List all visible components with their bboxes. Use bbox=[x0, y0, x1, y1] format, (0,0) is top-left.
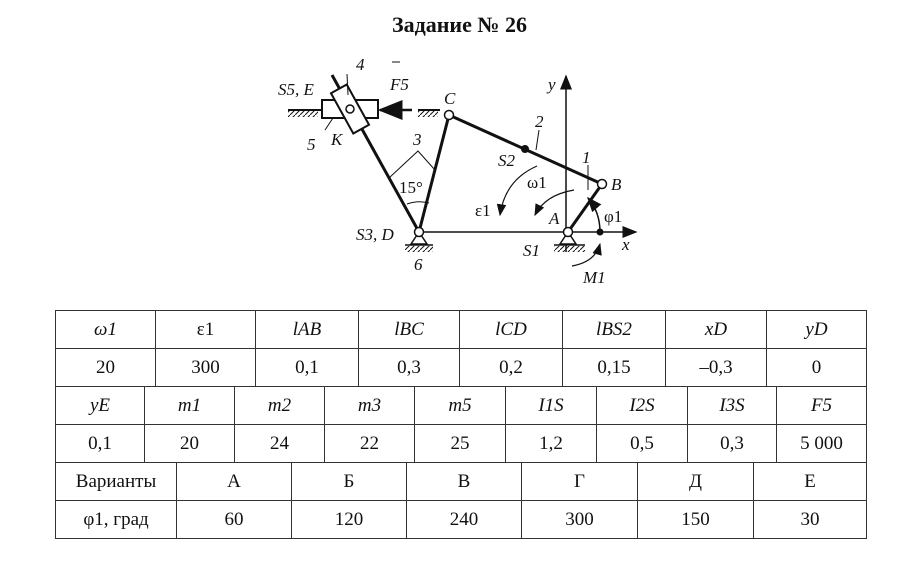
variant-header: Г bbox=[521, 462, 638, 501]
label-A: A bbox=[548, 209, 560, 228]
header-omega1: ω1 bbox=[55, 310, 156, 349]
phi1-label: φ1, град bbox=[55, 500, 177, 539]
label-S5E: S5, E bbox=[278, 80, 315, 99]
link-3-CD bbox=[417, 114, 451, 233]
value-cell: 0,2 bbox=[459, 348, 563, 387]
label-5: 5 bbox=[307, 135, 316, 154]
value-cell: 300 bbox=[155, 348, 256, 387]
label-2: 2 bbox=[535, 112, 544, 131]
value-cell: 300 bbox=[521, 500, 638, 539]
header-lAB: lAB bbox=[255, 310, 359, 349]
header-yD: yD bbox=[766, 310, 867, 349]
label-angle: 15° bbox=[399, 178, 423, 197]
phi1-arc-arrow bbox=[587, 196, 602, 233]
value-cell: 30 bbox=[753, 500, 867, 539]
M1-arrow bbox=[571, 242, 602, 267]
label-F5: F5 bbox=[389, 75, 409, 94]
joint-A bbox=[562, 226, 574, 238]
label-C: C bbox=[444, 89, 456, 108]
header-epsilon1: ε1 bbox=[155, 310, 256, 349]
header-xD: xD bbox=[665, 310, 767, 349]
variant-header: Д bbox=[637, 462, 754, 501]
header-m1: m1 bbox=[144, 386, 235, 425]
link-1-AB bbox=[566, 183, 604, 233]
value-cell: 60 bbox=[176, 500, 292, 539]
label-S1: S1 bbox=[523, 241, 540, 260]
value-cell: 240 bbox=[406, 500, 522, 539]
value-cell: 5 000 bbox=[776, 424, 867, 463]
label-B: B bbox=[611, 175, 622, 194]
epsilon1-arrow bbox=[496, 165, 538, 217]
parameters-table-2: yE m1 m2 m3 m5 I1S I2S I3S F5 0,1 20 24 … bbox=[55, 386, 867, 463]
value-cell: 1,2 bbox=[505, 424, 597, 463]
header-lCD: lCD bbox=[459, 310, 563, 349]
value-cell: 25 bbox=[414, 424, 506, 463]
header-I2S: I2S bbox=[596, 386, 688, 425]
header-lBC: lBC bbox=[358, 310, 460, 349]
value-cell: 22 bbox=[324, 424, 415, 463]
value-cell: 0,3 bbox=[358, 348, 460, 387]
parameters-table-1: ω1 ε1 lAB lBC lCD lBS2 xD yD 20 300 0,1 … bbox=[55, 310, 867, 387]
value-cell: 20 bbox=[144, 424, 235, 463]
support-A bbox=[558, 230, 578, 245]
value-cell: 0 bbox=[766, 348, 867, 387]
header-I3S: I3S bbox=[687, 386, 777, 425]
header-m5: m5 bbox=[414, 386, 506, 425]
header-F5: F5 bbox=[776, 386, 867, 425]
value-cell: 0,1 bbox=[55, 424, 145, 463]
value-cell: 0,1 bbox=[255, 348, 359, 387]
variant-header: Е bbox=[753, 462, 867, 501]
label-K: K bbox=[330, 130, 344, 149]
value-cell: 20 bbox=[55, 348, 156, 387]
label-epsilon1: ε1 bbox=[475, 201, 491, 220]
joint-B bbox=[596, 178, 608, 190]
value-cell: –0,3 bbox=[665, 348, 767, 387]
label-1: 1 bbox=[582, 148, 591, 167]
variant-header: В bbox=[406, 462, 522, 501]
variant-header: А bbox=[176, 462, 292, 501]
header-I1S: I1S bbox=[505, 386, 597, 425]
header-m2: m2 bbox=[234, 386, 325, 425]
value-cell: 0,3 bbox=[687, 424, 777, 463]
omega1-arrow bbox=[534, 189, 575, 217]
point-S2 bbox=[521, 145, 529, 153]
support-D bbox=[409, 230, 429, 245]
variant-header: Б bbox=[291, 462, 407, 501]
header-m3: m3 bbox=[324, 386, 415, 425]
variants-label: Варианты bbox=[55, 462, 177, 501]
header-lBS2: lBS2 bbox=[562, 310, 666, 349]
variants-table: Варианты А Б В Г Д Е φ1, град 60 120 240… bbox=[55, 462, 867, 539]
value-cell: 24 bbox=[234, 424, 325, 463]
joint-K bbox=[345, 104, 355, 114]
header-yE: yE bbox=[55, 386, 145, 425]
value-cell: 0,5 bbox=[596, 424, 688, 463]
label-omega1: ω1 bbox=[527, 173, 547, 192]
label-S2: S2 bbox=[498, 151, 516, 170]
label-y: y bbox=[546, 75, 556, 94]
label-M1: M1 bbox=[582, 268, 606, 287]
mechanism-diagram: S5, E 4 F5 C 3 K 5 2 S2 1 B ω1 ε1 φ1 A 1… bbox=[278, 55, 638, 287]
label-phi1: φ1 bbox=[604, 207, 622, 226]
value-cell: 120 bbox=[291, 500, 407, 539]
joint-D bbox=[413, 226, 425, 238]
label-4: 4 bbox=[356, 55, 365, 74]
page-title: Задание № 26 bbox=[392, 12, 527, 37]
value-cell: 0,15 bbox=[562, 348, 666, 387]
label-3: 3 bbox=[412, 130, 422, 149]
joint-C bbox=[443, 109, 455, 121]
label-x: x bbox=[621, 235, 630, 254]
value-cell: 150 bbox=[637, 500, 754, 539]
label-6: 6 bbox=[414, 255, 423, 274]
label-S3D: S3, D bbox=[356, 225, 395, 244]
